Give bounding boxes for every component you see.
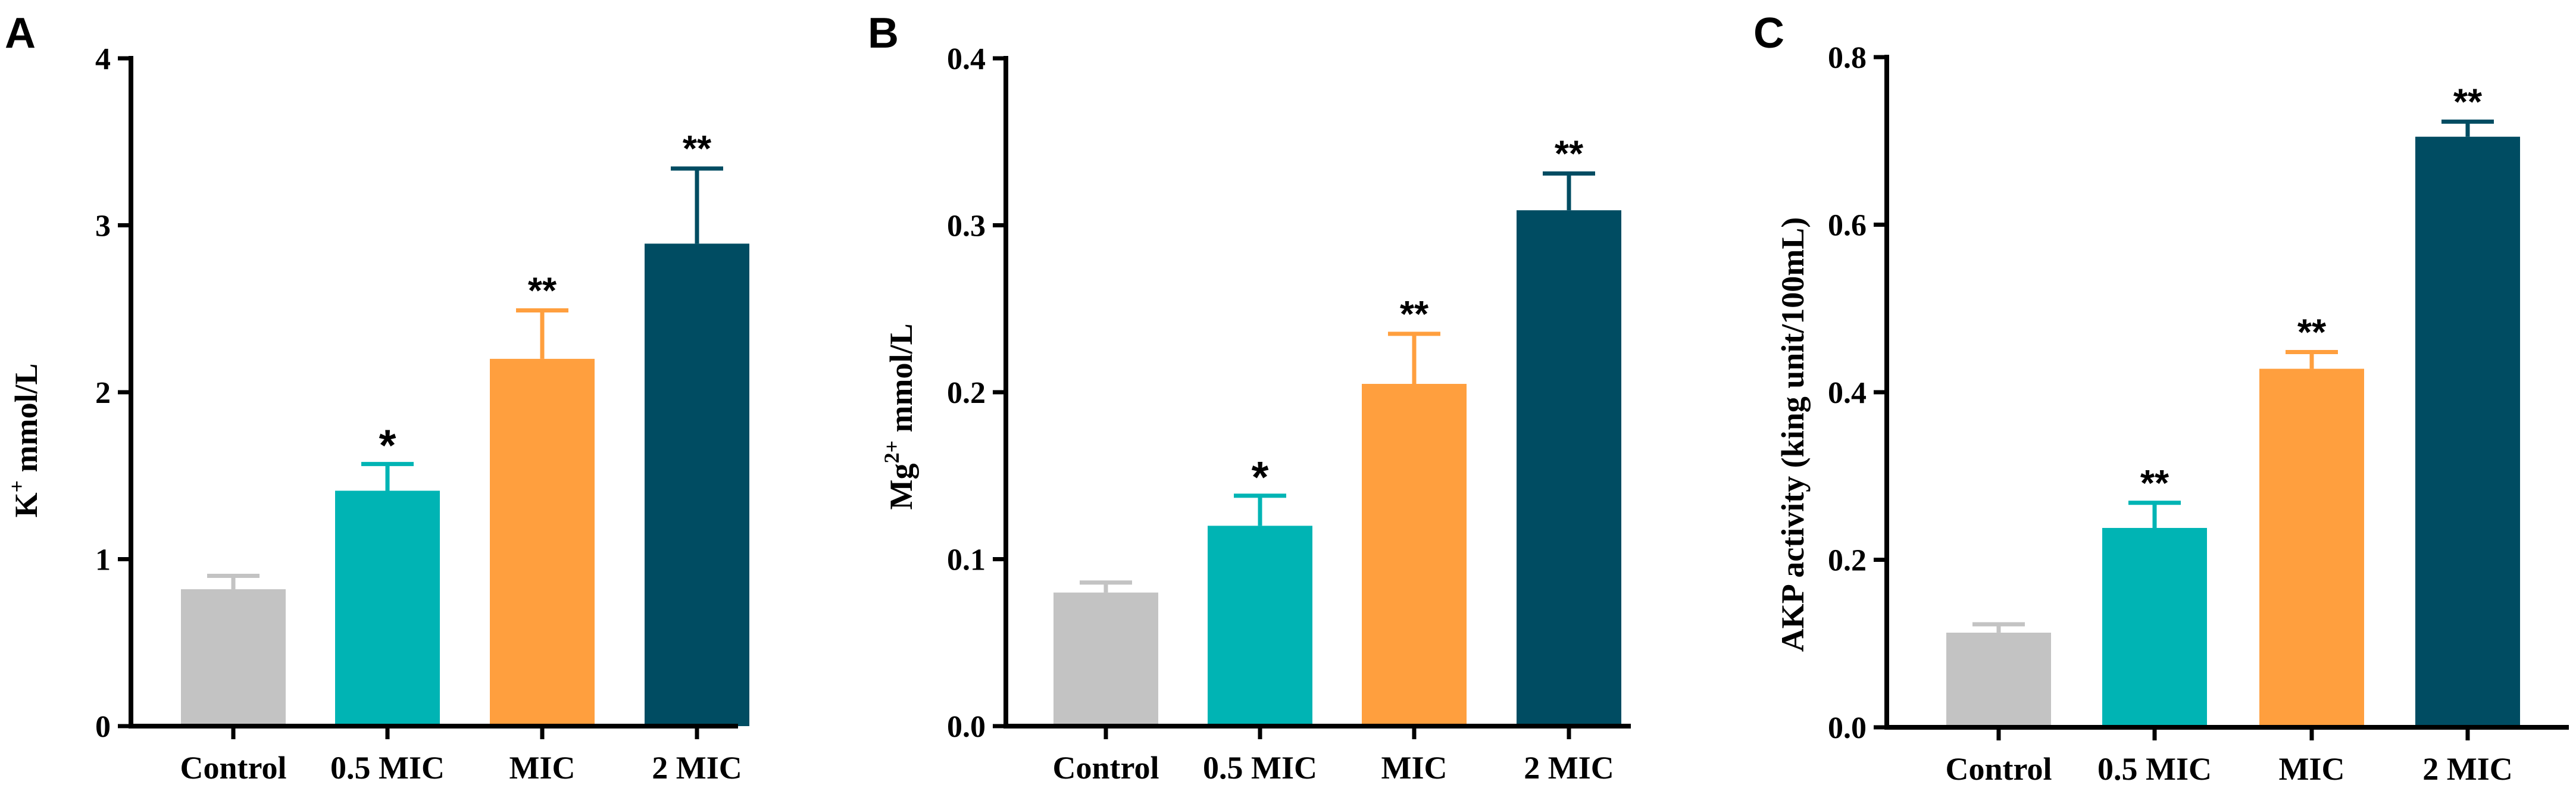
bar — [2102, 528, 2207, 727]
bar — [2415, 136, 2520, 727]
significance-label: ** — [1400, 294, 1429, 335]
plot-area: Control * 0.5 MIC ** MIC ** 2 MIC 0.0 0.1 0.2 0.3 0… — [947, 42, 1631, 786]
significance-label: ** — [1555, 134, 1584, 175]
y-tick-label: 0.2 — [947, 376, 986, 410]
panel-b: B Mg2+ mmol/L Control * 0.5 MIC ** MIC ** 2 MI… — [868, 10, 1631, 786]
category-label: MIC — [2279, 751, 2345, 787]
panel-label: C — [1753, 10, 1784, 57]
y-axis-title: K+ mmol/L — [5, 363, 44, 517]
y-tick-label: 2 — [95, 376, 111, 410]
category-label: Control — [180, 750, 286, 786]
category-label: Control — [1052, 750, 1159, 786]
plot-area: Control ** 0.5 MIC ** MIC ** 2 MIC 0.0 0.2 0.4 0.6… — [1828, 41, 2569, 787]
bar — [1517, 210, 1621, 726]
significance-label: * — [1252, 452, 1269, 502]
bar — [1208, 526, 1312, 726]
y-tick-label: 0.0 — [947, 710, 986, 744]
bar — [645, 243, 749, 727]
bar — [335, 490, 440, 726]
category-label: 0.5 MIC — [1203, 750, 1317, 786]
bar — [490, 358, 595, 726]
bar — [1362, 383, 1467, 726]
plot-area: Control * 0.5 MIC ** MIC ** 2 MIC 0 1 2 3 4 — [95, 42, 749, 786]
category-label: 0.5 MIC — [2097, 751, 2212, 787]
category-label: 2 MIC — [1524, 750, 1614, 786]
significance-label: ** — [2453, 82, 2483, 123]
significance-label: * — [379, 421, 396, 470]
panel-label: A — [5, 10, 36, 57]
y-tick-label: 0.2 — [1828, 544, 1867, 578]
y-tick-label: 0.4 — [1828, 376, 1867, 410]
panel-a: A K+ mmol/L Control * 0.5 MIC ** MIC ** 2 MIC 0… — [5, 10, 749, 786]
y-tick-label: 0.8 — [1828, 41, 1867, 75]
y-tick-label: 0.3 — [947, 210, 986, 243]
y-tick-label: 0.1 — [947, 543, 986, 577]
y-tick-label: 0.4 — [947, 42, 986, 76]
y-tick-label: 0.6 — [1828, 209, 1867, 243]
category-label: 2 MIC — [2422, 751, 2512, 787]
panel-c: C AKP activity (king unit/100mL) Control… — [1753, 10, 2569, 787]
bar — [1946, 632, 2051, 727]
y-tick-label: 3 — [95, 210, 111, 243]
category-label: 0.5 MIC — [330, 750, 445, 786]
significance-label: ** — [683, 129, 712, 170]
y-tick-label: 1 — [95, 543, 111, 577]
y-tick-label: 0 — [95, 710, 111, 744]
significance-label: ** — [2297, 312, 2327, 353]
bar — [181, 589, 286, 726]
panel-label: B — [868, 10, 899, 57]
category-label: MIC — [509, 750, 576, 786]
y-tick-label: 0.0 — [1828, 711, 1867, 745]
category-label: Control — [1945, 751, 2052, 787]
category-label: 2 MIC — [652, 750, 742, 786]
bar — [1053, 592, 1158, 726]
y-axis-title: AKP activity (king unit/100mL) — [1775, 217, 1811, 652]
y-tick-label: 4 — [95, 42, 111, 76]
bar — [2259, 368, 2364, 727]
significance-label: ** — [528, 271, 557, 312]
y-axis-title: Mg2+ mmol/L — [880, 324, 919, 510]
category-label: MIC — [1381, 750, 1448, 786]
significance-label: ** — [2140, 463, 2169, 504]
